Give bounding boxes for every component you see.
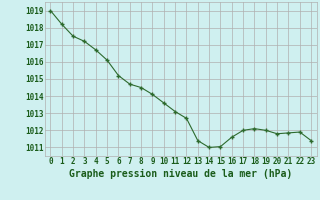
X-axis label: Graphe pression niveau de la mer (hPa): Graphe pression niveau de la mer (hPa) — [69, 169, 292, 179]
